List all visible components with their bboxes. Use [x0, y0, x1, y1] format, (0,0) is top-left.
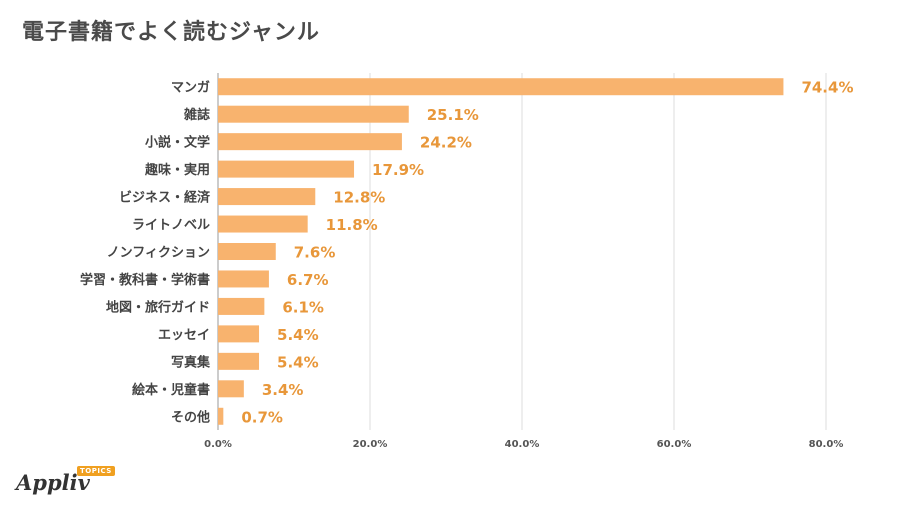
category-label: ノンフィクション — [107, 246, 210, 261]
x-tick-label: 60.0% — [657, 439, 692, 450]
bar — [218, 160, 355, 178]
value-label: 0.7% — [241, 408, 283, 426]
bar — [218, 270, 269, 288]
category-label: 小説・文学 — [145, 135, 210, 151]
bar — [218, 325, 260, 343]
bar — [218, 352, 260, 370]
value-label: 5.4% — [277, 353, 319, 371]
bar — [218, 380, 244, 398]
x-tick-label: 0.0% — [204, 439, 232, 450]
value-label: 12.8% — [333, 189, 385, 207]
bar — [218, 78, 784, 96]
bar — [218, 133, 402, 151]
chart-title: 電子書籍でよく読むジャンル — [22, 20, 320, 45]
bar — [218, 105, 409, 123]
category-label: ライトノベル — [132, 218, 210, 233]
x-tick-label: 80.0% — [809, 439, 844, 450]
x-tick-label: 40.0% — [505, 439, 540, 450]
category-label: 学習・教科書・学術書 — [80, 272, 210, 288]
category-label: 地図・旅行ガイド — [106, 299, 210, 315]
value-label: 74.4% — [801, 79, 853, 97]
applivtopics-logo: Appliv TOPICS — [16, 466, 126, 498]
value-label: 5.4% — [277, 326, 319, 344]
category-label: 雑誌 — [183, 107, 210, 123]
bar — [218, 297, 265, 315]
value-label: 7.6% — [294, 244, 336, 262]
value-label: 25.1% — [427, 106, 479, 124]
bar — [218, 215, 308, 233]
logo-topics-badge: TOPICS — [77, 466, 115, 476]
value-label: 6.1% — [282, 298, 324, 316]
category-label: マンガ — [171, 81, 210, 96]
category-label: 趣味・実用 — [144, 162, 210, 178]
bar — [218, 407, 224, 425]
value-label: 11.8% — [326, 216, 378, 234]
category-label: エッセイ — [158, 328, 210, 343]
value-label: 6.7% — [287, 271, 329, 289]
category-label: ビジネス・経済 — [119, 190, 211, 206]
value-label: 3.4% — [262, 381, 304, 399]
category-label: その他 — [171, 409, 210, 425]
value-label: 24.2% — [420, 134, 472, 152]
bar — [218, 188, 316, 206]
value-label: 17.9% — [372, 161, 424, 179]
bar — [218, 243, 276, 260]
x-tick-label: 20.0% — [353, 439, 388, 450]
category-label: 写真集 — [171, 354, 211, 370]
category-label: 絵本・児童書 — [132, 382, 210, 398]
